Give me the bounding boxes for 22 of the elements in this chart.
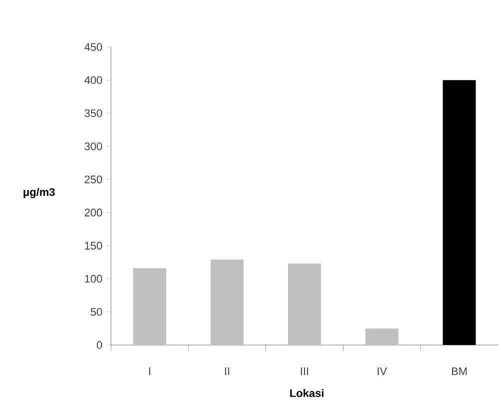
y-tick-label: 150 [85, 242, 102, 250]
y-tick-label: 450 [84, 43, 102, 51]
x-tick-label: I [149, 368, 150, 376]
y-tick-label: 50 [90, 308, 102, 316]
x-tick-label: BM [452, 368, 467, 376]
x-tick-label: III [300, 368, 308, 376]
x-axis-title: Lokasi [290, 388, 324, 398]
y-tick-label: 350 [84, 109, 102, 118]
bar [442, 80, 476, 345]
bar [133, 268, 166, 345]
x-tick-label: II [225, 368, 230, 376]
y-tick-label: 250 [84, 176, 102, 184]
x-tick-label: IV [378, 368, 388, 376]
bar [365, 328, 398, 345]
bar [288, 264, 322, 345]
y-tick-label: 0 [96, 341, 102, 349]
y-axis-title: μg/m3 [24, 188, 55, 198]
y-tick-label: 400 [84, 76, 102, 84]
y-tick-label: 200 [84, 208, 102, 216]
bar [210, 260, 244, 345]
y-tick-label: 100 [85, 274, 102, 283]
y-tick-label: 300 [84, 142, 102, 150]
